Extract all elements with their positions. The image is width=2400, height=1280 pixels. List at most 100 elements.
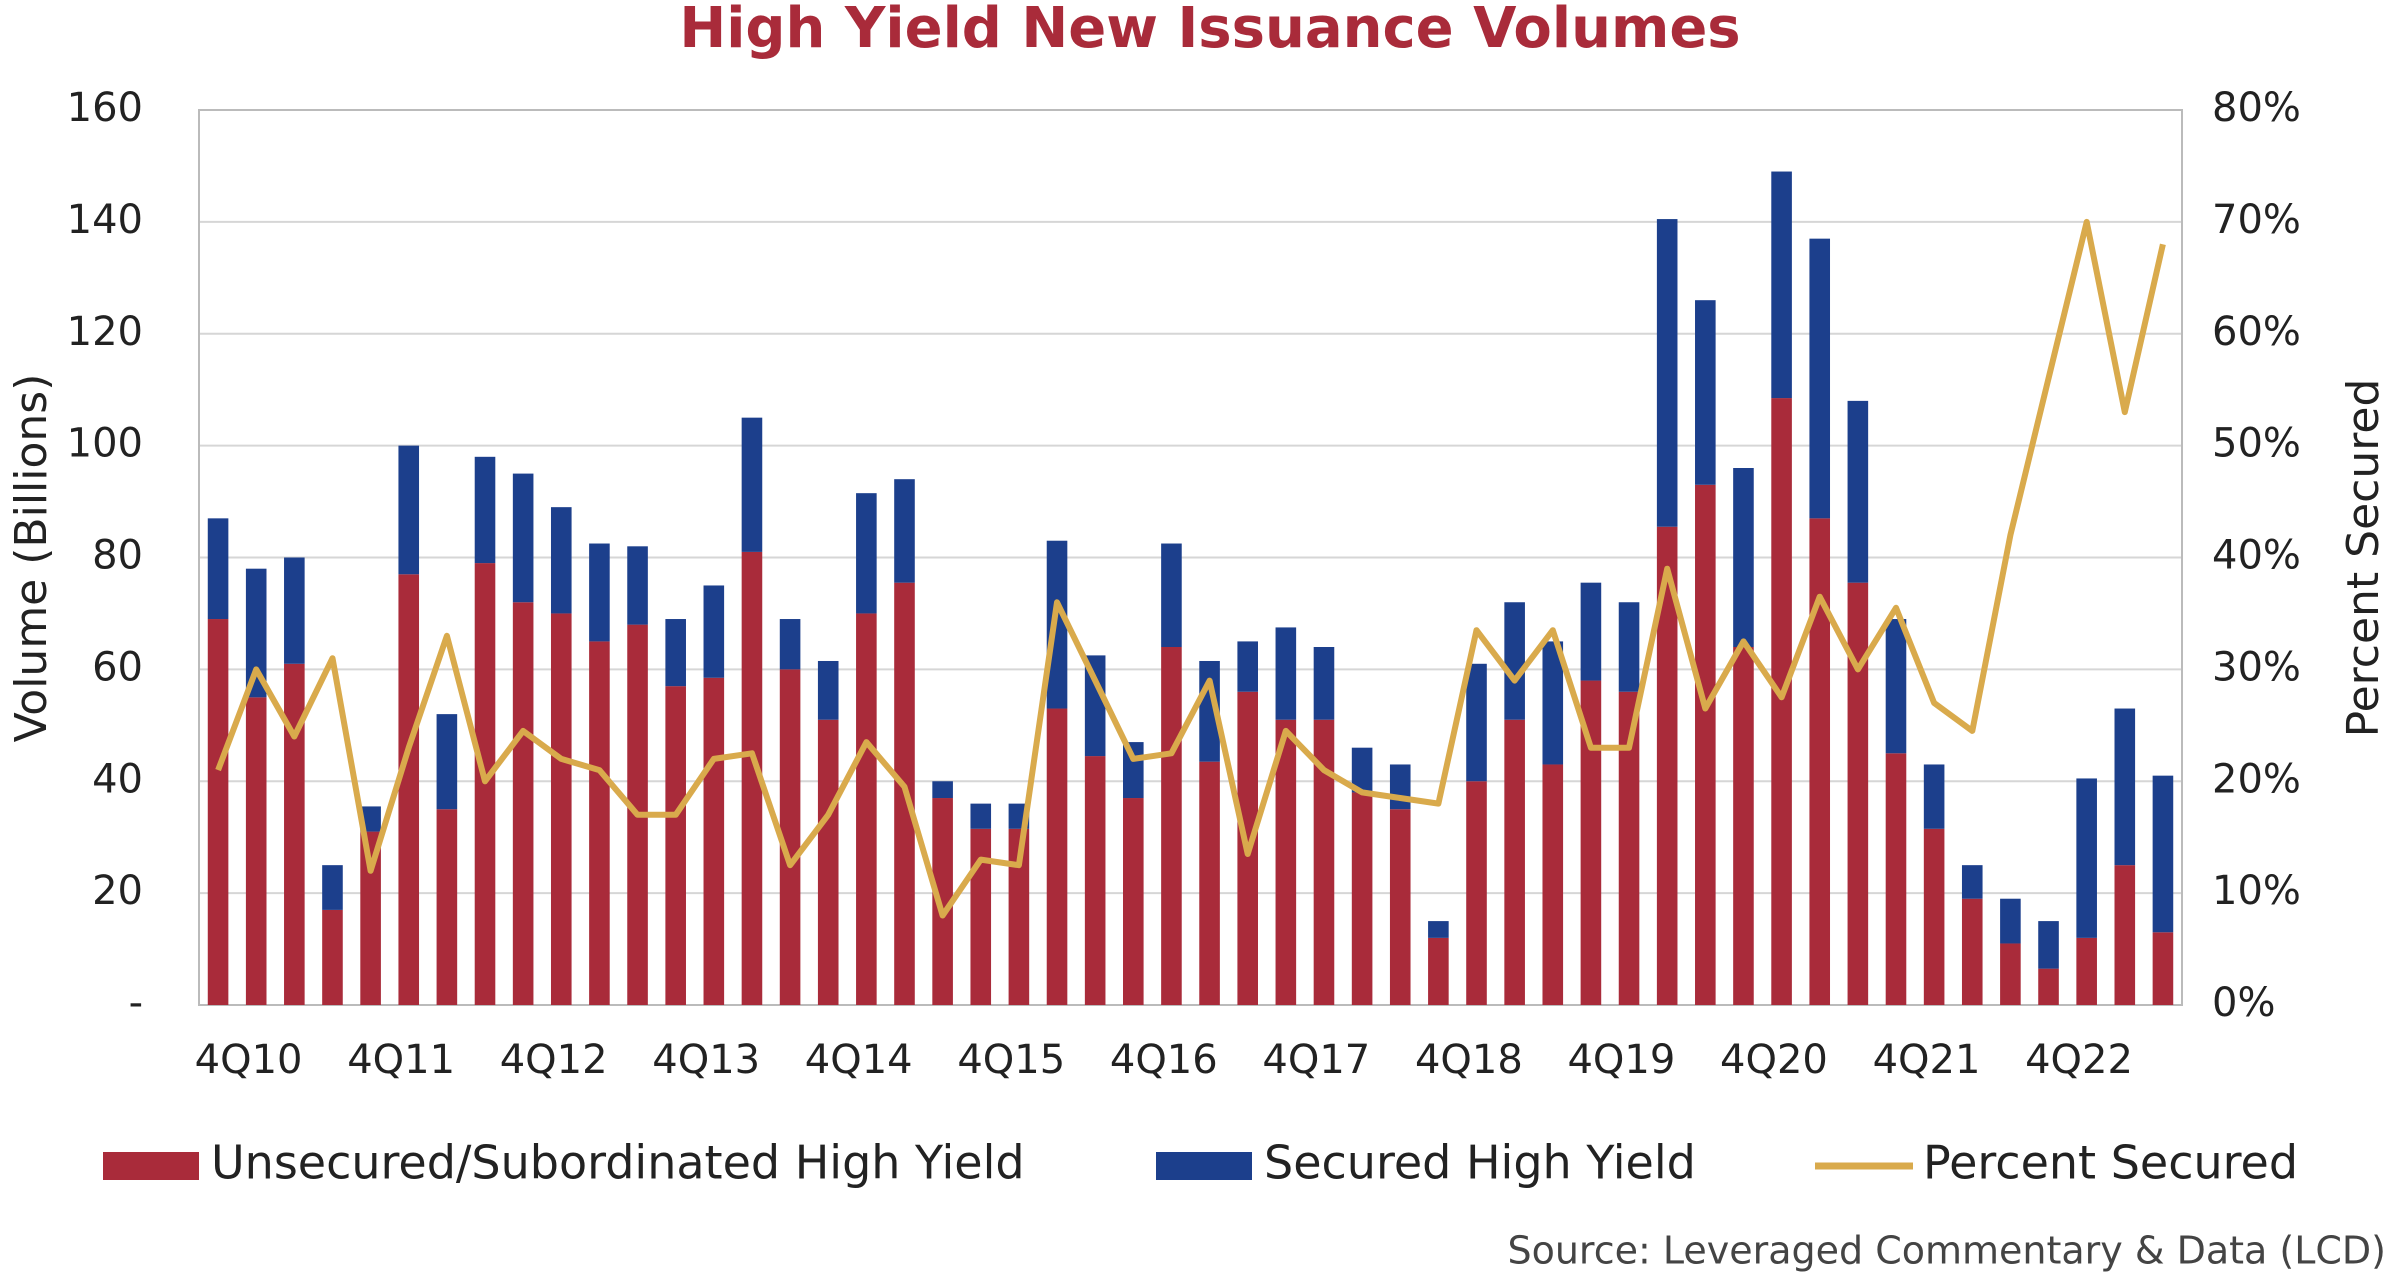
bar-segment [1084,655,1106,757]
y-tick-label: 140 [67,197,143,243]
bar-segment [1961,865,1983,899]
bar-segment [2038,921,2059,969]
bar-segment [1428,921,1449,938]
y2-tick-label: 0% [2212,980,2275,1026]
bar-segment [2000,898,2021,944]
bar-segment [1809,518,1831,1005]
y-tick-label: 100 [67,421,143,467]
bar-segment [1008,828,1030,1005]
x-tick-label: 4Q19 [1567,1037,1675,1083]
bar-segment [817,719,839,1005]
bar-segment [665,686,686,1005]
y-tick-label: 40 [92,756,143,802]
bar-segment [1123,798,1144,1005]
y2-tick-label: 80% [2212,85,2301,131]
bar-segment [1275,719,1297,1005]
bar-segment [1580,582,1602,681]
bar-segment [1275,627,1297,720]
source-note: Source: Leveraged Commentary & Data (LCD… [1507,1229,2386,1273]
bar-segment [1046,708,1068,1005]
bar-segment [1733,468,1754,647]
bar-segment [894,479,915,583]
bar-segment [1161,647,1182,1005]
y-tick-label: 160 [67,85,143,131]
bar-segment [1885,753,1907,1005]
x-tick-label: 4Q21 [1873,1037,1981,1083]
bar-segment [550,613,572,1005]
legend-label: Percent Secured [1923,1136,2298,1190]
x-tick-label: 4Q18 [1415,1037,1523,1083]
bar-segment [1771,398,1792,1005]
bar-segment [1771,171,1792,399]
bar-segment [2038,968,2059,1005]
y2-tick-label: 70% [2212,197,2301,243]
y2-tick-label: 20% [2212,756,2301,802]
bar-segment [284,663,305,1005]
bar-segment [779,669,801,1005]
bar-segment [627,546,648,625]
bar-segment [398,574,420,1005]
bar-segment [398,445,420,575]
chart-title: High Yield New Issuance Volumes [679,0,1740,61]
legend-label: Secured High Yield [1264,1136,1696,1190]
bar-segment [207,619,229,1005]
y-tick-label: - [129,980,143,1026]
x-tick-label: 4Q20 [1720,1037,1828,1083]
x-tick-label: 4Q12 [500,1037,608,1083]
y2-axis-label: Percent Secured [2338,379,2389,738]
bar-segment [1428,937,1449,1005]
bar-segment [1923,764,1945,829]
bar-segment [1656,219,1678,527]
bar-segment [1351,747,1373,793]
x-tick-label: 4Q14 [805,1037,913,1083]
bar-segment [589,641,610,1005]
bar-segment [360,831,381,1005]
bar-segment [207,518,229,620]
y2-tick-label: 10% [2212,868,2301,914]
bar-segment [1237,641,1258,692]
bar-segment [1733,647,1754,1005]
bar-segment [1504,602,1525,720]
bar-segment [2114,865,2136,1005]
bar-segment [436,809,458,1005]
x-tick-label: 4Q16 [1110,1037,1218,1083]
line-series [215,218,2166,919]
bar-segment [703,585,725,678]
bar-segment [856,613,877,1005]
bar-segment [2076,937,2097,1005]
bar-segment [1542,641,1564,765]
x-tick-label: 4Q11 [347,1037,455,1083]
bar-segment [1695,484,1716,1005]
bar-segment [245,568,267,698]
bar-segment [1809,238,1831,519]
bar-segment [1618,602,1640,692]
bar-segment [550,507,572,614]
bar-segment [1923,828,1945,1005]
bar-segment [1847,582,1869,1005]
bar-segment [856,493,877,614]
bar-segment [665,619,686,687]
bar-segment [1695,300,1716,485]
y-tick-label: 80 [92,533,143,579]
bar-segment [2152,775,2174,933]
y-tick-label: 60 [92,644,143,690]
bar-segment [284,557,305,664]
bar-segment [1504,719,1525,1005]
x-tick-label: 4Q15 [957,1037,1065,1083]
bar-segment [474,456,496,564]
bar-segment [1656,526,1678,1005]
bar-segment [2114,708,2136,866]
bar-segment [322,909,343,1005]
y2-tick-label: 30% [2212,644,2301,690]
bar-segment [741,417,763,552]
bar-segment [1389,764,1411,810]
bar-segment [512,602,534,1005]
bar-segment [245,697,267,1005]
bar-segment [2152,932,2174,1005]
bar-segment [436,714,458,810]
bar-segment [1313,647,1335,720]
bar-segment [779,619,801,670]
bar-segment [1199,761,1220,1005]
bar-segment [703,677,725,1005]
